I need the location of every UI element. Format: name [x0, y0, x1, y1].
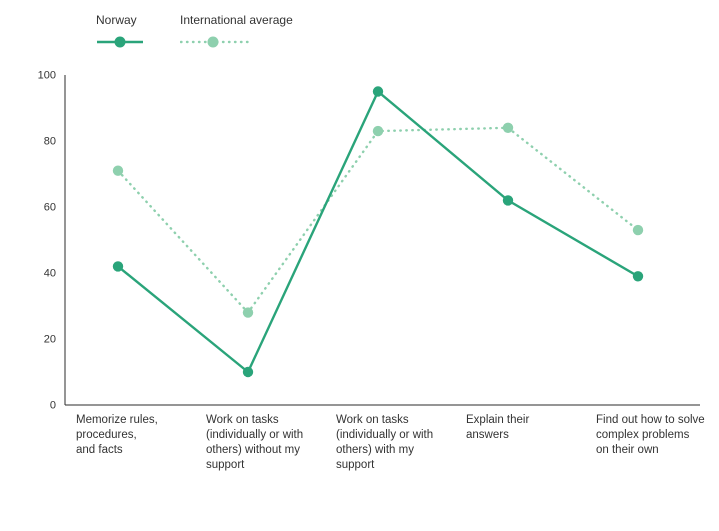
x-category-label: support — [206, 459, 245, 471]
norway-line-sample-icon — [97, 36, 143, 48]
y-tick-label: 0 — [50, 400, 56, 412]
norway-point — [502, 195, 514, 206]
legend-label-norway: Norway — [96, 13, 137, 27]
international-average-point — [502, 122, 514, 133]
international-average-line-sample-icon — [180, 36, 252, 48]
x-category-label: Memorize rules, — [76, 414, 158, 426]
norway-point — [632, 271, 644, 282]
x-category-label: complex problems — [596, 429, 690, 441]
x-category-label: answers — [466, 429, 509, 441]
legend-label-international-average: International average — [180, 13, 293, 27]
international-average-line — [116, 126, 640, 315]
x-category-label: on their own — [596, 444, 659, 456]
x-category-label: others) with my — [336, 444, 414, 456]
x-category-label: and facts — [76, 444, 123, 456]
x-category-label: others) without my — [206, 444, 300, 456]
y-tick-label: 40 — [44, 268, 56, 280]
norway-point — [112, 261, 124, 272]
y-tick-label: 20 — [44, 334, 56, 346]
international-average-point — [112, 165, 124, 176]
x-category-label: Find out how to solve — [596, 414, 705, 426]
x-category-label: (individually or with — [206, 429, 303, 441]
legend-item-norway: Norway — [96, 14, 144, 49]
x-category-label: Explain their — [466, 414, 529, 426]
x-category-label: support — [336, 459, 375, 471]
y-tick-label: 60 — [44, 202, 56, 214]
x-category-label: (individually or with — [336, 429, 433, 441]
y-tick-label: 80 — [44, 136, 56, 148]
y-tick-label: 100 — [38, 70, 56, 82]
norway-point — [242, 366, 254, 378]
norway-point — [372, 86, 384, 97]
international-average-point — [632, 224, 644, 236]
legend: Norway International average — [96, 14, 293, 49]
x-category-label: procedures, — [76, 429, 137, 441]
international-average-point — [372, 125, 384, 137]
x-category-label: Work on tasks — [206, 414, 279, 426]
legend-item-international-average: International average — [180, 14, 293, 49]
x-category-label: Work on tasks — [336, 414, 409, 426]
international-average-point — [242, 307, 254, 318]
